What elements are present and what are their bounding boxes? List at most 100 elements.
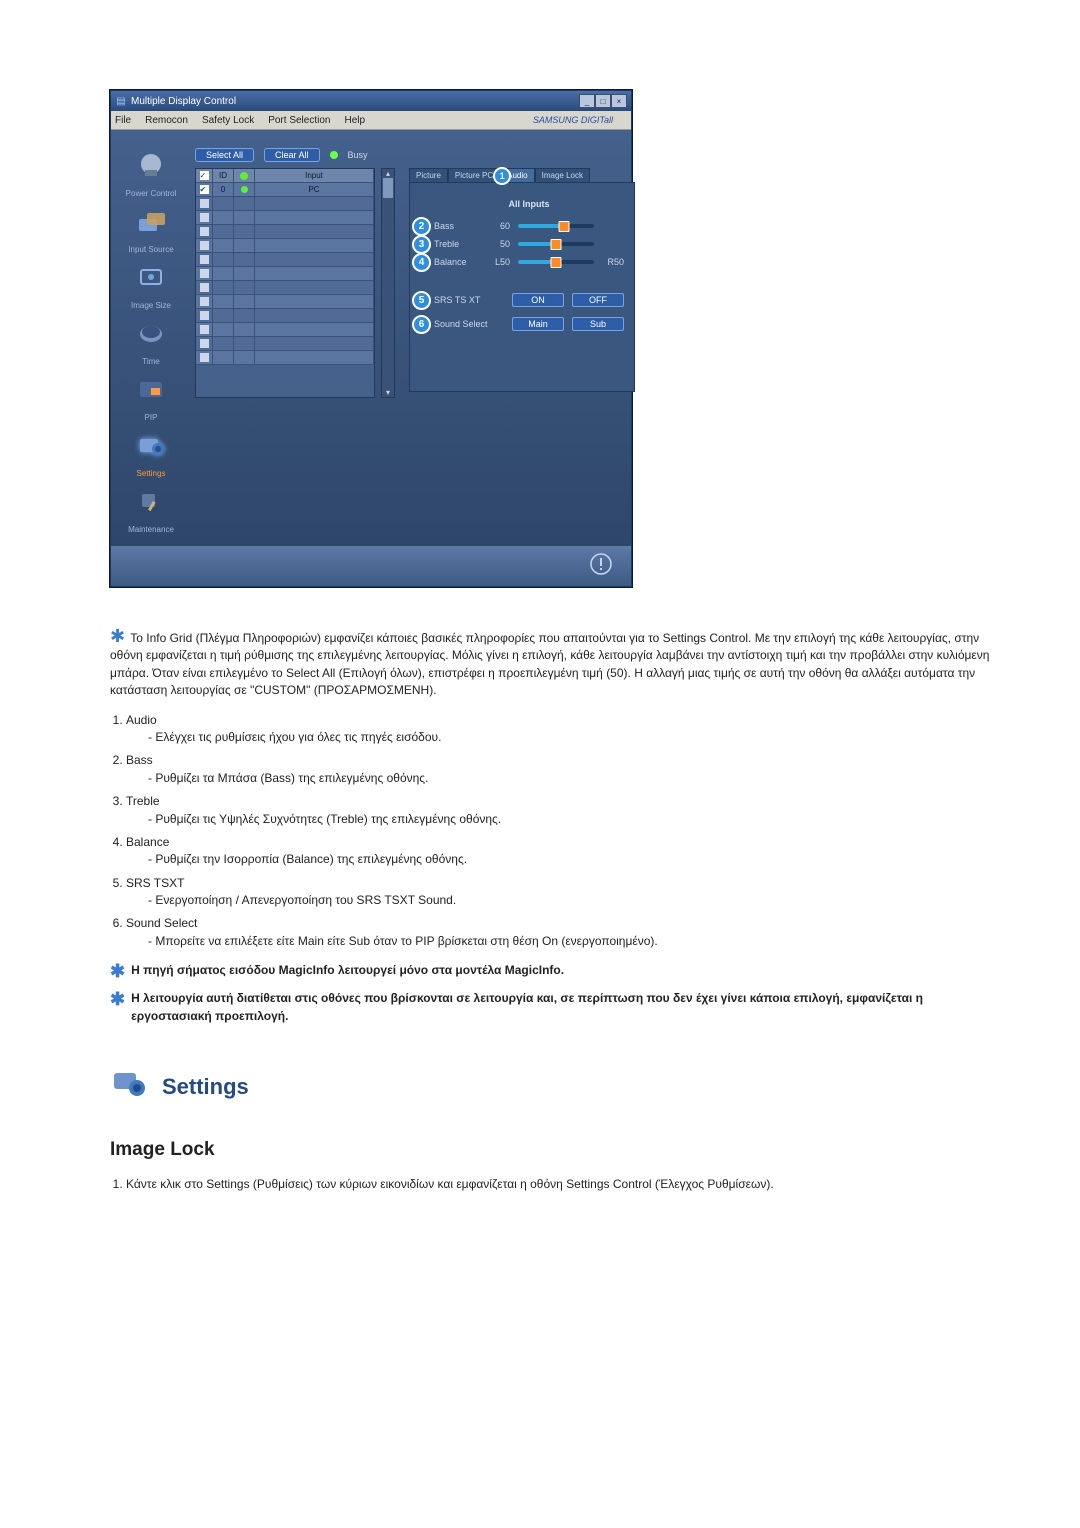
doc-item: AudioΕλέγχει τις ρυθμίσεις ήχου για όλες… <box>126 712 990 747</box>
option-button[interactable]: Main <box>512 317 564 331</box>
star-icon: ✱ <box>110 962 125 980</box>
doc-item: BalanceΡυθμίζει την Ισορροπία (Balance) … <box>126 834 990 869</box>
grid-header-check[interactable]: ✓ <box>196 169 213 183</box>
sidebar-item-power-control[interactable]: Power Control <box>111 148 191 204</box>
option-label: SRS TS XT <box>434 295 504 305</box>
note2: Η λειτουργία αυτή διατίθεται στις οθόνες… <box>131 990 990 1025</box>
table-row[interactable] <box>196 267 374 281</box>
sidebar-item-image-size[interactable]: Image Size <box>111 260 191 316</box>
tab-picture[interactable]: Picture <box>409 168 448 182</box>
slider-right-label: R50 <box>602 257 624 267</box>
titlebar[interactable]: ▤ Multiple Display Control _ □ × <box>111 91 631 111</box>
table-row[interactable] <box>196 239 374 253</box>
sidebar-item-label: Settings <box>111 469 191 478</box>
slider-treble[interactable]: 3Treble50 <box>434 239 624 249</box>
sidebar-item-input-source[interactable]: Input Source <box>111 204 191 260</box>
sidebar-item-label: Maintenance <box>111 525 191 534</box>
table-row[interactable] <box>196 211 374 225</box>
table-row[interactable] <box>196 295 374 309</box>
note1: Η πηγή σήματος εισόδου MagicInfo λειτουρ… <box>131 962 564 980</box>
step-text: Κάντε κλικ στο Settings (Ρυθμίσεις) των … <box>126 1176 990 1193</box>
table-row[interactable] <box>196 337 374 351</box>
table-row[interactable] <box>196 281 374 295</box>
intro-text: Το Info Grid (Πλέγμα Πληροφοριών) εμφανί… <box>110 631 989 697</box>
app-window: ▤ Multiple Display Control _ □ × File Re… <box>110 90 632 587</box>
menu-remocon[interactable]: Remocon <box>145 115 188 126</box>
window-title: Multiple Display Control <box>131 96 236 107</box>
tab-image-lock[interactable]: Image Lock <box>535 168 590 182</box>
option-button[interactable]: ON <box>512 293 564 307</box>
grid-header-id[interactable]: ID <box>213 169 234 183</box>
sidebar: Power Control Input Source Image Size Ti… <box>111 130 191 546</box>
option-label: Sound Select <box>434 319 504 329</box>
callout-circle-icon: 4 <box>412 253 431 272</box>
app-icon: ▤ <box>115 95 127 107</box>
menubar: File Remocon Safety Lock Port Selection … <box>111 111 631 130</box>
sidebar-item-settings[interactable]: Settings <box>111 428 191 484</box>
select-all-button[interactable]: Select All <box>195 148 254 162</box>
maximize-button[interactable]: □ <box>595 94 611 108</box>
brand-label: SAMSUNG DIGITall <box>533 115 613 125</box>
doc-item: SRS TSXTΕνεργοποίηση / Απενεργοποίηση το… <box>126 875 990 910</box>
option-srs-ts-xt: 5SRS TS XTONOFF <box>434 293 624 307</box>
slider-label: Bass <box>434 221 480 231</box>
grid-scrollbar[interactable]: ▴ ▾ <box>381 168 395 398</box>
slider-value: L50 <box>484 257 510 267</box>
sidebar-item-time[interactable]: Time <box>111 316 191 372</box>
callout-circle-icon: 3 <box>412 235 431 254</box>
tab-audio[interactable]: 1Audio <box>500 168 534 182</box>
sidebar-item-label: Power Control <box>111 189 191 198</box>
busy-label: Busy <box>348 150 368 160</box>
sidebar-item-label: Input Source <box>111 245 191 254</box>
menu-safety-lock[interactable]: Safety Lock <box>202 115 254 126</box>
audio-panel: All Inputs 2Bass 60 3Treble 50 4Balance L50 R5… <box>409 182 635 392</box>
table-row[interactable] <box>196 197 374 211</box>
table-row[interactable] <box>196 309 374 323</box>
close-button[interactable]: × <box>611 94 627 108</box>
scroll-up-icon[interactable]: ▴ <box>382 169 394 178</box>
option-sound-select: 6Sound SelectMainSub <box>434 317 624 331</box>
table-row[interactable] <box>196 225 374 239</box>
doc-item: TrebleΡυθμίζει τις Υψηλές Συχνότητες (Tr… <box>126 793 990 828</box>
info-grid: ✓ ID Input ✔0PC <box>195 168 375 398</box>
doc-item: BassΡυθμίζει τα Μπάσα (Bass) της επιλεγμ… <box>126 752 990 787</box>
warning-icon <box>589 552 613 581</box>
table-row[interactable] <box>196 323 374 337</box>
callout-circle-icon: 5 <box>412 291 431 310</box>
scroll-down-icon[interactable]: ▾ <box>382 388 394 397</box>
grid-header-input[interactable]: Input <box>255 169 374 183</box>
grid-header-status[interactable] <box>234 169 255 183</box>
slider-bass[interactable]: 2Bass60 <box>434 221 624 231</box>
menu-help[interactable]: Help <box>344 115 365 126</box>
section-title: Settings <box>162 1071 249 1103</box>
sidebar-item-label: Image Size <box>111 301 191 310</box>
star-icon: ✱ <box>110 626 125 646</box>
callout-circle-icon: 6 <box>412 315 431 334</box>
scroll-thumb[interactable] <box>383 178 393 198</box>
callout-circle-icon: 2 <box>412 217 431 236</box>
statusbar <box>111 546 631 586</box>
slider-value: 60 <box>484 221 510 231</box>
busy-indicator-icon <box>330 151 338 159</box>
doc-item: Sound SelectΜπορείτε να επιλέξετε είτε M… <box>126 915 990 950</box>
slider-label: Treble <box>434 239 480 249</box>
table-row[interactable] <box>196 253 374 267</box>
option-button[interactable]: OFF <box>572 293 624 307</box>
option-button[interactable]: Sub <box>572 317 624 331</box>
slider-label: Balance <box>434 257 480 267</box>
all-inputs-label: All Inputs <box>434 199 624 209</box>
sidebar-item-label: Time <box>111 357 191 366</box>
settings-section-icon <box>110 1065 148 1108</box>
slider-balance[interactable]: 4BalanceL50R50 <box>434 257 624 267</box>
sidebar-item-label: PIP <box>111 413 191 422</box>
menu-port-selection[interactable]: Port Selection <box>268 115 330 126</box>
sidebar-item-maintenance[interactable]: Maintenance <box>111 484 191 540</box>
table-row[interactable] <box>196 351 374 365</box>
clear-all-button[interactable]: Clear All <box>264 148 320 162</box>
slider-value: 50 <box>484 239 510 249</box>
table-row[interactable]: ✔0PC <box>196 183 374 197</box>
menu-file[interactable]: File <box>115 115 131 126</box>
star-icon: ✱ <box>110 990 125 1025</box>
minimize-button[interactable]: _ <box>579 94 595 108</box>
sidebar-item-pip[interactable]: PIP <box>111 372 191 428</box>
